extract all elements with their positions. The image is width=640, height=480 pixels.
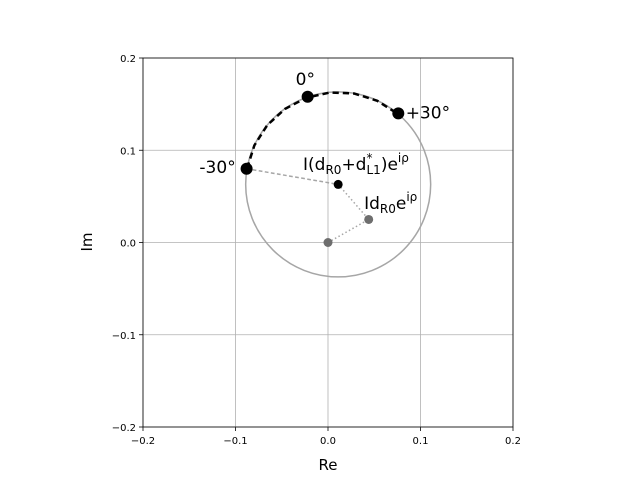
x-tick-label: −0.2 <box>131 436 155 447</box>
x-tick-label: −0.1 <box>223 436 247 447</box>
annotation-part: +d <box>341 155 366 175</box>
x-tick-label: 0.2 <box>505 436 521 447</box>
point <box>301 90 314 103</box>
y-tick-label: 0.2 <box>120 54 136 65</box>
annotation: IdR0eiρ <box>364 189 417 215</box>
axes-frame <box>142 57 514 428</box>
annotation-part: 0° <box>296 70 315 90</box>
point <box>240 162 253 175</box>
annotation: 0° <box>296 70 315 90</box>
line <box>327 183 370 244</box>
y-tick-label: 0.0 <box>120 239 136 250</box>
point <box>323 238 333 247</box>
annotation-part: L1 <box>366 163 380 177</box>
annotation-part: )e <box>381 155 398 175</box>
y-tick-label: −0.1 <box>112 331 136 342</box>
annotation-part: I(d <box>303 155 325 175</box>
annotation-part: Id <box>364 194 380 214</box>
annotation-part: R0 <box>325 163 341 177</box>
point <box>333 179 343 189</box>
annotation-part: iρ <box>398 151 409 165</box>
x-tick-label: 0.1 <box>413 436 429 447</box>
point <box>364 214 374 224</box>
annotation-part: iρ <box>406 189 417 203</box>
x-axis-label: Re <box>319 456 338 474</box>
annotation-part: e <box>396 194 406 214</box>
annotation: I(dR0+d* L1)eiρ <box>303 151 409 177</box>
y-axis-label: Im <box>78 232 96 251</box>
point <box>392 107 405 120</box>
annotation-part: * <box>366 151 372 165</box>
x-tick-label: 0.0 <box>320 436 336 447</box>
annotation: +30° <box>406 103 450 123</box>
annotation: -30° <box>199 158 235 178</box>
y-tick-label: −0.2 <box>112 423 136 434</box>
annotation-part: -30° <box>199 158 235 178</box>
line <box>246 167 339 186</box>
annotation-part: +30° <box>406 103 450 123</box>
annotation-part: R0 <box>380 201 396 215</box>
y-tick-label: 0.1 <box>120 146 136 157</box>
